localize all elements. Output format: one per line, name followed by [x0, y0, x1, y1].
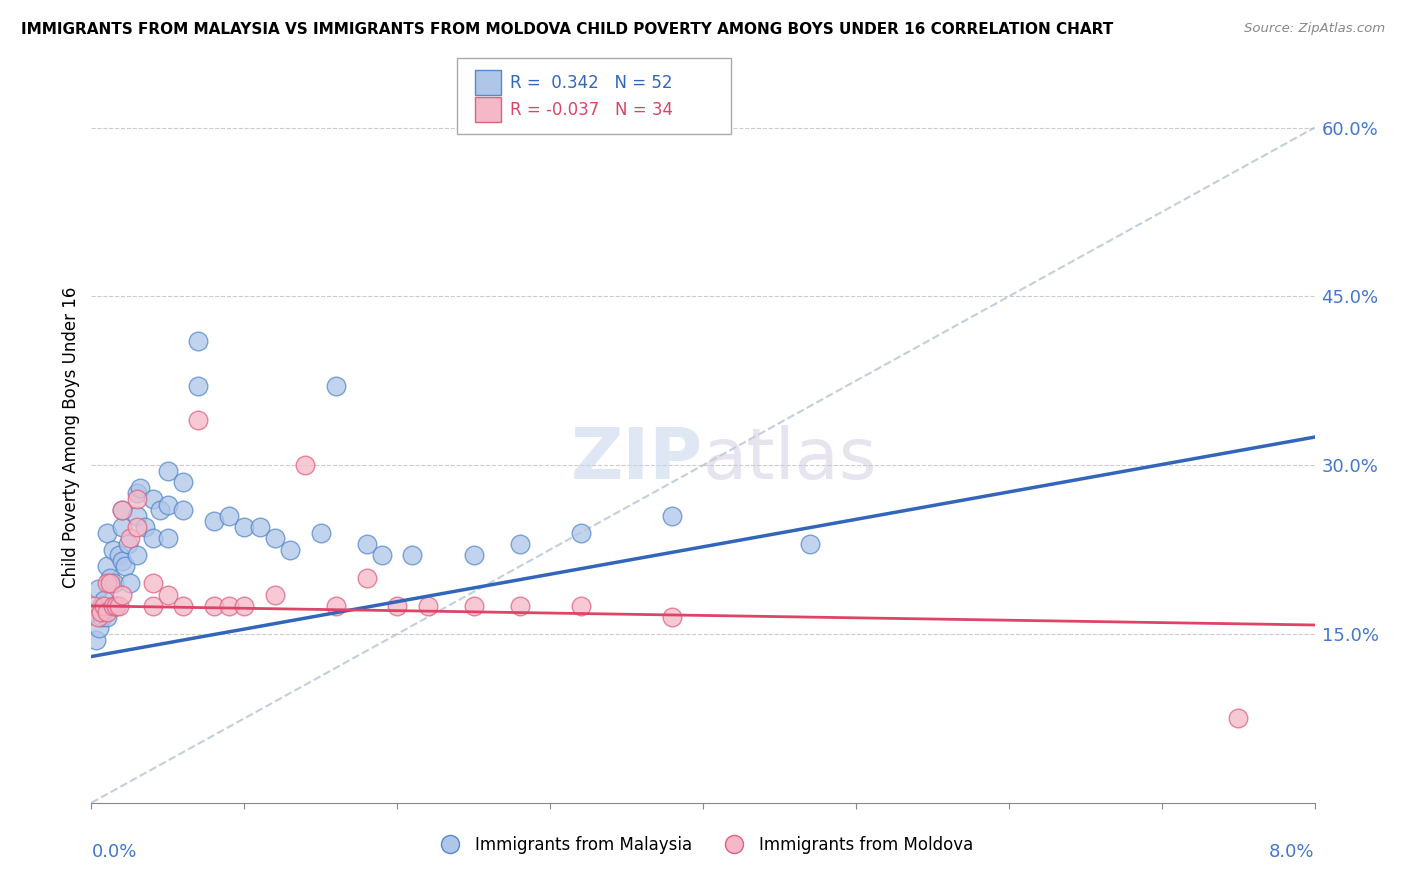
Point	[141, 532, 163, 546]
Point	[264, 532, 287, 546]
Legend: Immigrants from Malaysia, Immigrants from Moldova: Immigrants from Malaysia, Immigrants fro…	[426, 829, 980, 860]
Point	[103, 576, 125, 591]
Point	[356, 537, 378, 551]
Text: R =  0.342   N = 52: R = 0.342 N = 52	[510, 74, 673, 92]
Point	[129, 481, 152, 495]
Point	[294, 458, 316, 473]
Point	[127, 508, 149, 523]
Point	[463, 548, 485, 562]
Point	[187, 379, 209, 393]
Point	[111, 554, 134, 568]
Point	[98, 571, 121, 585]
Point	[233, 520, 256, 534]
Point	[104, 599, 127, 613]
Point	[141, 599, 163, 613]
Point	[371, 548, 394, 562]
Point	[509, 537, 531, 551]
Point	[187, 334, 209, 349]
Point	[172, 475, 194, 489]
Point	[90, 605, 112, 619]
Point	[108, 548, 131, 562]
Point	[127, 486, 149, 500]
Point	[96, 525, 118, 540]
Point	[117, 537, 139, 551]
Point	[114, 559, 136, 574]
Point	[96, 576, 118, 591]
Point	[87, 621, 110, 635]
Point	[799, 537, 821, 551]
Point	[84, 632, 107, 647]
Point	[104, 599, 127, 613]
Point	[172, 599, 194, 613]
Point	[325, 379, 347, 393]
Point	[101, 542, 124, 557]
Text: atlas: atlas	[703, 425, 877, 493]
Point	[90, 599, 112, 613]
Point	[1227, 711, 1250, 725]
Point	[111, 503, 134, 517]
Point	[101, 599, 124, 613]
Text: IMMIGRANTS FROM MALAYSIA VS IMMIGRANTS FROM MOLDOVA CHILD POVERTY AMONG BOYS UND: IMMIGRANTS FROM MALAYSIA VS IMMIGRANTS F…	[21, 22, 1114, 37]
Point	[509, 599, 531, 613]
Point	[569, 599, 592, 613]
Point	[96, 605, 118, 619]
Point	[416, 599, 439, 613]
Point	[401, 548, 423, 562]
Point	[156, 588, 179, 602]
Point	[86, 582, 108, 596]
Point	[278, 542, 301, 557]
Point	[98, 576, 121, 591]
Point	[111, 520, 134, 534]
Point	[356, 571, 378, 585]
Point	[111, 588, 134, 602]
Point	[141, 491, 163, 506]
Point	[172, 503, 194, 517]
Point	[156, 498, 179, 512]
Point	[202, 599, 225, 613]
Point	[96, 559, 118, 574]
Point	[108, 599, 131, 613]
Point	[93, 599, 115, 613]
Point	[309, 525, 332, 540]
Point	[134, 520, 156, 534]
Point	[127, 520, 149, 534]
Point	[661, 508, 683, 523]
Text: 8.0%: 8.0%	[1270, 843, 1315, 861]
Point	[149, 503, 172, 517]
Point	[118, 532, 141, 546]
Text: 0.0%: 0.0%	[91, 843, 136, 861]
Point	[118, 576, 141, 591]
Point	[83, 599, 105, 613]
Point	[156, 464, 179, 478]
Point	[96, 610, 118, 624]
Point	[86, 610, 108, 624]
Point	[325, 599, 347, 613]
Text: Source: ZipAtlas.com: Source: ZipAtlas.com	[1244, 22, 1385, 36]
Point	[385, 599, 409, 613]
Point	[93, 593, 115, 607]
Point	[141, 576, 163, 591]
Point	[187, 413, 209, 427]
Point	[661, 610, 683, 624]
Point	[264, 588, 287, 602]
Point	[249, 520, 271, 534]
Point	[218, 508, 240, 523]
Point	[569, 525, 592, 540]
Point	[218, 599, 240, 613]
Point	[463, 599, 485, 613]
Point	[91, 610, 114, 624]
Y-axis label: Child Poverty Among Boys Under 16: Child Poverty Among Boys Under 16	[62, 286, 80, 588]
Point	[127, 548, 149, 562]
Text: R = -0.037   N = 34: R = -0.037 N = 34	[510, 101, 673, 119]
Point	[202, 515, 225, 529]
Point	[83, 605, 105, 619]
Point	[111, 503, 134, 517]
Point	[127, 491, 149, 506]
Point	[233, 599, 256, 613]
Text: ZIP: ZIP	[571, 425, 703, 493]
Point	[156, 532, 179, 546]
